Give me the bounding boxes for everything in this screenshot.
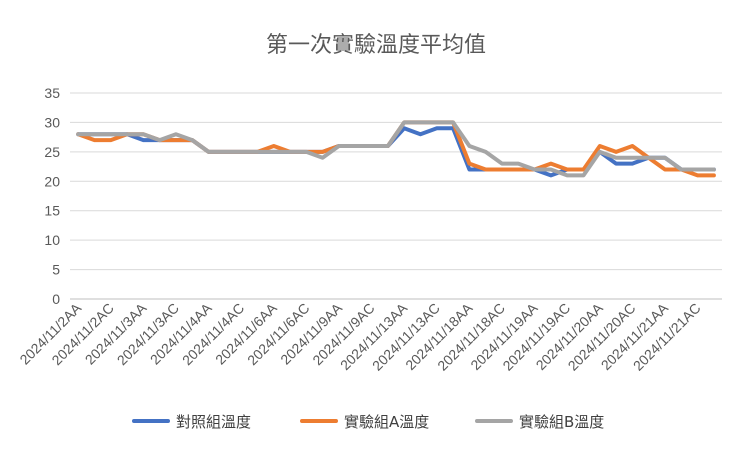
legend-item: 實驗組B溫度	[475, 413, 604, 431]
legend-label: 實驗組A溫度	[344, 413, 429, 431]
y-tick-label: 15	[44, 203, 60, 219]
series-line-3	[76, 120, 716, 178]
legend-item: 對照組溫度	[132, 413, 251, 431]
chart-title: 第一次實驗溫度平均值	[266, 33, 486, 58]
gridlines	[70, 92, 722, 300]
series-lines	[76, 120, 716, 178]
series-line-2	[76, 120, 716, 178]
legend-label: 對照組溫度	[176, 413, 251, 431]
y-axis: 0 5 10 15 20 25 30 35	[44, 85, 60, 307]
legend: 對照組溫度 實驗組A溫度 實驗組B溫度	[132, 413, 604, 431]
y-tick-label: 35	[44, 85, 60, 101]
y-tick-label: 30	[44, 114, 60, 130]
y-tick-label: 0	[52, 291, 60, 307]
x-axis: 2024/11/2AA2024/11/2AC2024/11/3AA2024/11…	[16, 299, 703, 373]
y-tick-label: 25	[44, 144, 60, 160]
y-tick-label: 20	[44, 173, 60, 189]
y-tick-label: 10	[44, 232, 60, 248]
legend-label: 實驗組B溫度	[519, 413, 604, 431]
y-tick-label: 5	[52, 262, 60, 278]
legend-item: 實驗組A溫度	[300, 413, 429, 431]
